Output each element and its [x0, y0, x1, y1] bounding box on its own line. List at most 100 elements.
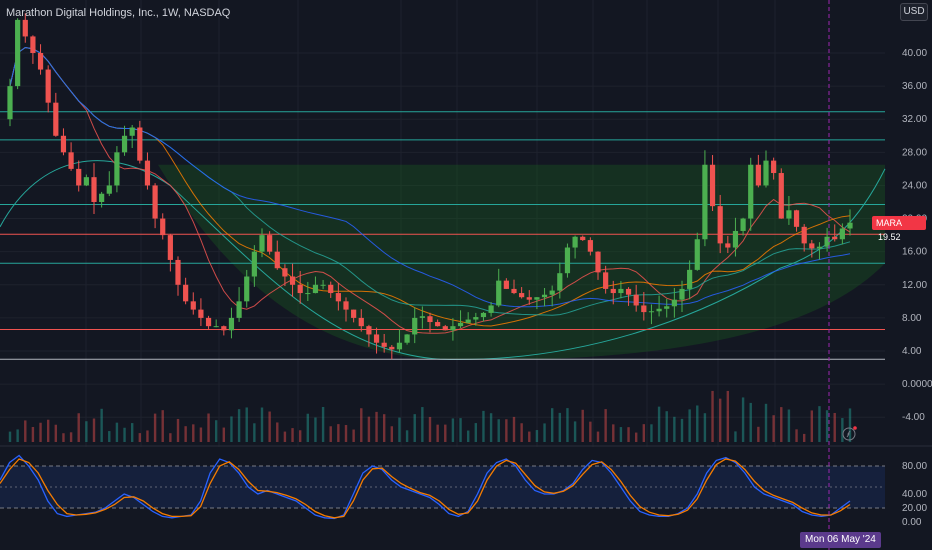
candle-body [618, 288, 624, 294]
candle-body [717, 206, 723, 244]
volume-bar [329, 426, 332, 442]
volume-bar [787, 409, 791, 442]
volume-bar [642, 424, 646, 442]
candle-body [228, 317, 235, 331]
stochastic-band [0, 466, 885, 508]
volume-bar [795, 429, 798, 442]
candle-body [358, 317, 364, 327]
volume-bar [505, 419, 508, 442]
candle-body [68, 152, 74, 169]
candle-body [824, 236, 830, 247]
volume-bar [818, 406, 821, 442]
candle-body [732, 230, 739, 248]
candle-body [480, 312, 487, 318]
candle-body [687, 269, 693, 289]
candle-body [778, 173, 784, 219]
cup-shaded-area [158, 164, 885, 360]
candle-body [289, 276, 296, 285]
volume-bar [573, 421, 577, 442]
volume-bars [8, 390, 852, 442]
volume-bar [77, 413, 80, 442]
candle-body [496, 280, 502, 306]
volume-bar [497, 419, 500, 442]
volume-bar [650, 424, 653, 442]
candle-body [526, 297, 532, 300]
candle-body [541, 294, 548, 298]
candle-body [786, 210, 792, 219]
candle-body [91, 177, 97, 202]
crosshair-date-label: Mon 06 May '24 [800, 532, 881, 548]
volume-bar [31, 426, 35, 442]
volume-bar [627, 427, 630, 442]
candle-body [198, 309, 204, 318]
volume-bar [589, 421, 592, 442]
candle-body [832, 236, 838, 240]
candle-body [175, 259, 181, 285]
candle-body [771, 160, 777, 174]
candle-body [419, 316, 425, 318]
volume-bar [39, 422, 42, 442]
volume-bar [314, 417, 317, 442]
candle-body [603, 272, 609, 289]
candle-body [809, 243, 815, 249]
volume-bar [230, 416, 233, 442]
alert-icon[interactable] [842, 426, 857, 441]
candle-body [15, 19, 21, 87]
volume-bar [734, 431, 737, 442]
volume-bar [16, 429, 19, 442]
volume-bar [825, 410, 829, 442]
candle-body [320, 284, 326, 286]
volume-bar [421, 407, 424, 442]
candle-body [694, 239, 700, 270]
candle-body [190, 301, 196, 310]
candle-body [114, 152, 120, 186]
volume-bar [100, 408, 103, 442]
volume-bar [169, 433, 172, 442]
candle-body [839, 228, 845, 240]
volume-bar [237, 409, 241, 442]
stochastic-tick-label: 80.00 [902, 461, 927, 472]
candle-body [236, 301, 242, 318]
candle-body [793, 210, 800, 227]
volume-bar [207, 413, 210, 442]
volume-bar [253, 423, 256, 442]
volume-bar [680, 418, 684, 442]
candle-body [450, 326, 456, 331]
volume-bar [749, 402, 752, 442]
volume-bar [810, 410, 814, 442]
volume-bar [62, 433, 65, 442]
volume-bar [718, 398, 722, 442]
price-axis[interactable]: 40.0036.0032.0028.0024.0020.0016.0012.00… [902, 48, 932, 423]
candle-body [129, 127, 135, 136]
candle-body [137, 127, 143, 161]
stochastic-pane[interactable]: 80.00 40.00 20.00 0.00 [0, 445, 932, 550]
currency-button[interactable]: USD [900, 3, 928, 21]
candle-body [633, 294, 639, 306]
candle-body [335, 293, 341, 302]
candle-body [442, 326, 448, 331]
stochastic-tick-label: 0.00 [902, 517, 922, 528]
last-price-tag: MARA 19.52 [872, 216, 926, 242]
candle-body [373, 334, 380, 343]
volume-bar [398, 417, 401, 442]
volume-bar [360, 408, 363, 442]
candle-body [503, 280, 509, 289]
volume-bar [528, 431, 531, 442]
candle-body [488, 305, 494, 313]
candle-body [381, 342, 387, 347]
candle-body [412, 317, 418, 335]
volume-bar [69, 432, 73, 442]
volume-bar [459, 418, 462, 442]
candle-body [664, 306, 670, 309]
volume-bar [405, 430, 409, 442]
candle-body [740, 218, 746, 231]
candle-body [45, 69, 51, 103]
volume-bar [451, 418, 455, 442]
candles [7, 13, 853, 360]
volume-bar [413, 414, 416, 442]
volume-bar [535, 430, 539, 442]
volume-bar [581, 409, 584, 442]
candle-body [671, 299, 677, 307]
candle-body [99, 193, 105, 202]
